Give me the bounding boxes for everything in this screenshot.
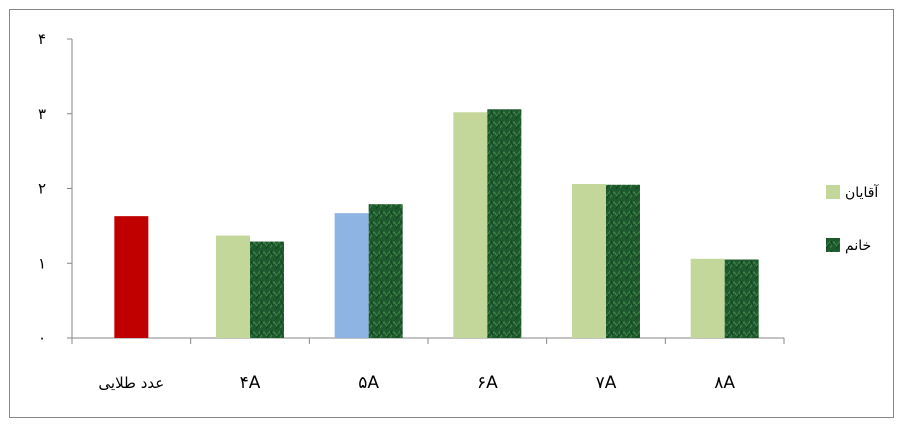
y-tick-label: ۰ (38, 329, 46, 347)
legend: آقایان خانم (826, 184, 879, 254)
bar-golden-number (114, 216, 149, 338)
bar-women (606, 184, 640, 338)
y-tick-label: ۱ (38, 254, 46, 272)
bar-men (572, 184, 606, 338)
bars (114, 109, 759, 338)
labels: ۰ ۱ ۲ ۳ ۴ عدد طلایی ۴A ۵A ۶A ۷A ۸A (38, 30, 735, 393)
legend-label: خانم (845, 238, 871, 254)
axes (67, 38, 785, 344)
y-tick-label: ۴ (38, 30, 46, 48)
chart-border (9, 9, 894, 418)
bar-women (724, 259, 759, 338)
bar-women (487, 109, 522, 338)
legend-label: آقایان (845, 184, 879, 201)
x-category-label: ۴A (240, 373, 261, 393)
y-tick-label: ۲ (38, 180, 46, 198)
x-category-label: ۷A (596, 373, 617, 393)
bar-women (250, 241, 284, 338)
x-category-label: ۸A (714, 373, 735, 393)
x-category-label: ۵A (358, 373, 379, 393)
x-category-label: عدد طلایی (98, 374, 164, 392)
bar-men (453, 112, 488, 338)
bar-men (690, 258, 725, 338)
y-tick-label: ۳ (38, 105, 46, 123)
legend-swatch (826, 185, 840, 199)
bar-women (368, 204, 403, 338)
legend-swatch (826, 238, 840, 252)
bar-men (334, 213, 369, 338)
bar-men (216, 235, 250, 338)
x-category-label: ۶A (477, 373, 498, 393)
